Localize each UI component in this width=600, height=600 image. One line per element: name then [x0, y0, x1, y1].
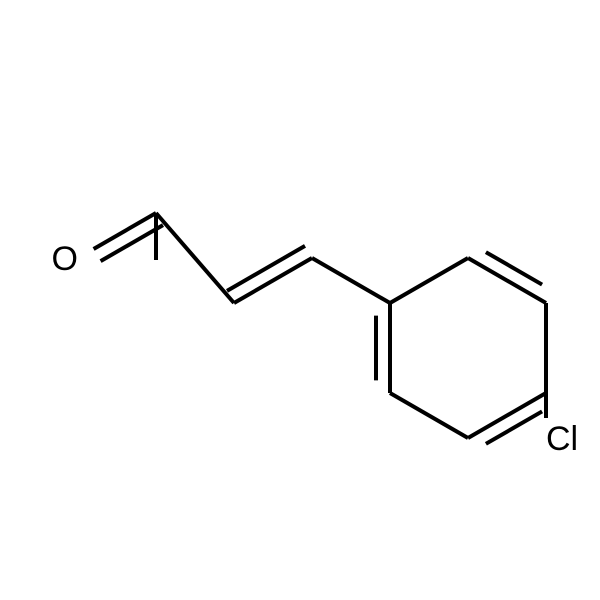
bond-second — [101, 225, 163, 261]
atom-labels-layer: O Cl — [52, 240, 579, 458]
bond — [390, 393, 468, 438]
bond — [390, 258, 468, 303]
bond — [94, 213, 156, 249]
bond — [312, 258, 390, 303]
bond-second — [486, 411, 542, 443]
atom-label-o: O — [52, 240, 78, 278]
bond — [156, 213, 234, 303]
bonds-layer — [94, 213, 546, 444]
molecule-diagram: O Cl — [0, 0, 600, 600]
atom-label-cl: Cl — [546, 420, 578, 458]
bond-second — [486, 252, 542, 284]
